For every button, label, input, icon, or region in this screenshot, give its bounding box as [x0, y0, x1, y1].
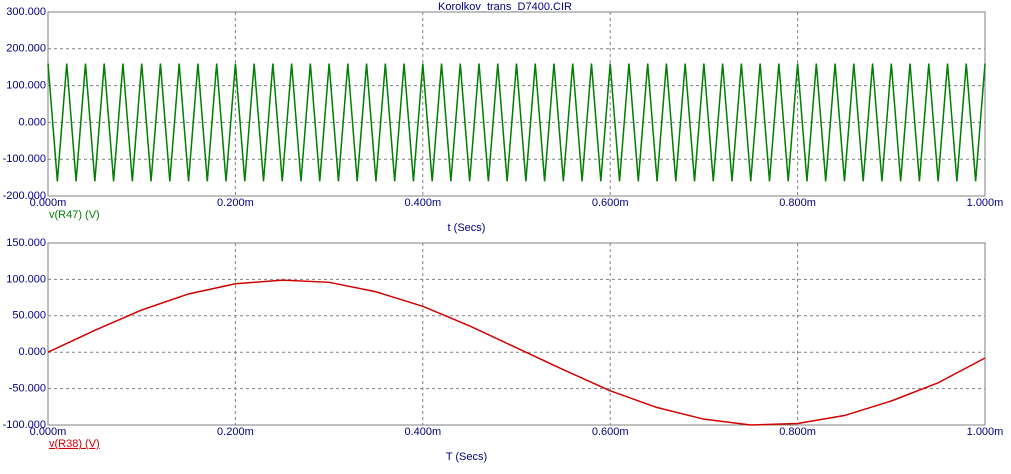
x-tick-label: 1.000m [967, 197, 1004, 209]
y-tick-label: 0.000 [18, 116, 46, 128]
x-tick-label: 0.600m [592, 426, 629, 438]
legend-label: v(R38) (V) [49, 438, 100, 450]
y-tick-label: 50.000 [12, 310, 46, 322]
x-tick-label: 0.000m [30, 197, 67, 209]
series-line [47, 279, 986, 426]
y-tick-label: 300.000 [6, 6, 46, 18]
y-tick-label: -50.000 [9, 383, 46, 395]
y-tick-label: 200.000 [6, 43, 46, 55]
y-tick-label: 150.000 [6, 237, 46, 249]
y-tick-label: 100.000 [6, 273, 46, 285]
x-tick-label: 0.200m [217, 426, 254, 438]
y-tick-label: -100.000 [3, 153, 46, 165]
y-tick-label: -100.000 [3, 419, 46, 431]
x-tick-label: 0.800m [779, 426, 816, 438]
x-axis-label: t (Secs) [448, 222, 486, 234]
x-tick-label: 0.800m [779, 197, 816, 209]
x-tick-label: 0.600m [592, 197, 629, 209]
x-tick-label: 1.000m [967, 426, 1004, 438]
x-axis-label: T (Secs) [446, 451, 487, 463]
legend-label: v(R47) (V) [49, 209, 100, 221]
y-tick-label: 0.000 [18, 346, 46, 358]
x-tick-label: 0.400m [404, 197, 441, 209]
y-tick-label: -200.000 [3, 190, 46, 202]
y-tick-label: 100.000 [6, 80, 46, 92]
x-tick-label: 0.000m [30, 426, 67, 438]
chart-title: Korolkov_trans_D7400.CIR [438, 1, 572, 13]
x-tick-label: 0.200m [217, 197, 254, 209]
x-tick-label: 0.400m [404, 426, 441, 438]
series-line [47, 63, 986, 182]
